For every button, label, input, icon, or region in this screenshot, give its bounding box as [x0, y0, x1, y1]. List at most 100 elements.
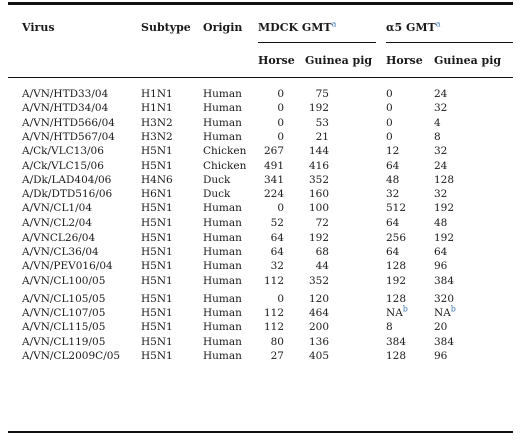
cell-a5-guinea-pig-text: 64	[434, 246, 448, 258]
cell-subtype-text: H5N1	[141, 275, 173, 287]
cell-subtype-text: H1N1	[141, 102, 173, 114]
cell-virus: A/VN/HTD566/04	[22, 116, 115, 130]
cell-a5-guinea-pig-text: 384	[434, 275, 455, 287]
cell-a5-guinea-pig: 96	[434, 259, 447, 273]
cell-a5-horse: 32	[386, 187, 399, 201]
cell-a5-guinea-pig: 8	[434, 130, 441, 144]
cell-origin-text: Human	[203, 232, 242, 244]
cell-subtype: H5N1	[141, 231, 173, 245]
cell-subtype-text: H5N1	[141, 321, 173, 333]
cell-origin-text: Human	[203, 88, 242, 100]
cell-a5-horse-text: 0	[386, 117, 393, 129]
cell-subtype-text: H5N1	[141, 217, 173, 229]
cell-origin: Human	[203, 116, 242, 130]
cell-virus: A/VN/CL2/04	[22, 216, 92, 230]
cell-a5-guinea-pig-text: 192	[434, 202, 455, 214]
cell-a5-horse: 12	[386, 144, 399, 158]
cell-subtype: H5N1	[141, 245, 173, 259]
cell-mdck-guinea-pig-text: 53	[315, 117, 329, 129]
cell-origin-text: Duck	[203, 174, 231, 186]
header-origin: Origin	[203, 21, 243, 34]
cell-a5-guinea-pig-text: 320	[434, 293, 455, 305]
table-row: A/VN/CL107/05 H5N1 Human 112 464 NAb NAb	[0, 304, 522, 320]
cell-mdck-horse: 0	[258, 292, 284, 306]
table-row: A/Dk/LAD404/06 H4N6 Duck 341 352 48 128	[0, 173, 522, 187]
cell-mdck-horse-text: 27	[270, 350, 284, 362]
cell-virus: A/VN/CL2009C/05	[22, 349, 120, 363]
cell-a5-horse-text: 192	[386, 275, 407, 287]
table-row: A/VN/CL105/05 H5N1 Human 0 120 128 320	[0, 292, 522, 306]
cell-origin: Human	[203, 245, 242, 259]
table-row: A/VN/PEV016/04 H5N1 Human 32 44 128 96	[0, 259, 522, 273]
cell-a5-horse: 512	[386, 201, 406, 215]
cell-mdck-horse: 0	[258, 201, 284, 215]
cell-origin: Chicken	[203, 159, 246, 173]
cell-origin-text: Human	[203, 217, 242, 229]
cell-a5-guinea-pig-footnote: b	[450, 304, 456, 314]
cell-virus: A/VN/HTD567/04	[22, 130, 115, 144]
table-row: A/VN/HTD34/04 H1N1 Human 0 192 0 32	[0, 101, 522, 115]
cell-virus: A/VN/CL119/05	[22, 335, 105, 349]
cell-origin-text: Human	[203, 336, 242, 348]
cell-mdck-guinea-pig: 44	[305, 259, 329, 273]
cell-origin-text: Human	[203, 246, 242, 258]
header-a5-horse: Horse	[386, 54, 423, 67]
table-row: A/VN/HTD33/04 H1N1 Human 0 75 0 24	[0, 87, 522, 101]
cell-mdck-horse: 32	[258, 259, 284, 273]
cell-origin: Duck	[203, 173, 230, 187]
cell-mdck-horse-text: 80	[270, 336, 284, 348]
cell-a5-guinea-pig: 192	[434, 231, 454, 245]
cell-mdck-guinea-pig: 160	[305, 187, 329, 201]
cell-virus-text: A/VN/HTD567/04	[22, 131, 115, 143]
cell-a5-guinea-pig-text: 4	[434, 117, 441, 129]
cell-mdck-guinea-pig-text: 72	[315, 217, 329, 229]
cell-mdck-guinea-pig: 53	[305, 116, 329, 130]
cell-virus: A/VN/CL115/05	[22, 320, 105, 334]
cell-mdck-guinea-pig-text: 416	[308, 160, 329, 172]
cell-virus: A/VN/CL36/04	[22, 245, 99, 259]
cell-subtype: H1N1	[141, 87, 173, 101]
cell-mdck-horse-text: 491	[263, 160, 284, 172]
cell-a5-guinea-pig-text: 24	[434, 88, 448, 100]
cell-virus-text: A/VN/HTD33/04	[22, 88, 109, 100]
cell-virus-text: A/VN/PEV016/04	[22, 260, 113, 272]
cell-a5-guinea-pig-text: 32	[434, 145, 448, 157]
cell-mdck-horse: 64	[258, 231, 284, 245]
cell-origin-text: Human	[203, 350, 242, 362]
cell-mdck-horse-text: 0	[277, 88, 284, 100]
cell-a5-horse-text: 64	[386, 246, 400, 258]
cell-a5-horse: 192	[386, 274, 406, 288]
cell-origin-text: Human	[203, 293, 242, 305]
cell-a5-horse-text: 48	[386, 174, 400, 186]
cell-virus: A/Dk/DTD516/06	[22, 187, 112, 201]
cell-mdck-guinea-pig-text: 200	[308, 321, 329, 333]
table-row: A/VN/CL36/04 H5N1 Human 64 68 64 64	[0, 245, 522, 259]
cell-a5-guinea-pig-text: 192	[434, 232, 455, 244]
cell-mdck-horse: 0	[258, 87, 284, 101]
cell-virus-text: A/Ck/VLC15/06	[22, 160, 104, 172]
cell-mdck-guinea-pig-text: 405	[308, 350, 329, 362]
cell-subtype: H5N1	[141, 320, 173, 334]
cell-a5-horse-text: 128	[386, 260, 407, 272]
table-row: A/VN/CL2/04 H5N1 Human 52 72 64 48	[0, 216, 522, 230]
cell-subtype-text: H5N1	[141, 246, 173, 258]
cell-origin: Human	[203, 349, 242, 363]
cell-subtype-text: H3N2	[141, 131, 173, 143]
cell-mdck-horse-text: 52	[270, 217, 284, 229]
cell-a5-horse-text: 32	[386, 188, 400, 200]
table-row: A/VN/HTD567/04 H3N2 Human 0 21 0 8	[0, 130, 522, 144]
cell-mdck-guinea-pig: 136	[305, 335, 329, 349]
cell-a5-horse-text: 12	[386, 145, 400, 157]
cell-a5-guinea-pig-text: 96	[434, 350, 448, 362]
cell-mdck-horse-text: 64	[270, 232, 284, 244]
cell-mdck-guinea-pig-text: 68	[315, 246, 329, 258]
cell-mdck-guinea-pig-text: 120	[308, 293, 329, 305]
cell-mdck-horse-text: 32	[270, 260, 284, 272]
cell-a5-guinea-pig-text: 48	[434, 217, 448, 229]
cell-origin-text: Human	[203, 202, 242, 214]
cell-a5-horse-text: 0	[386, 102, 393, 114]
cell-a5-horse: 0	[386, 116, 393, 130]
cell-origin-text: Human	[203, 102, 242, 114]
cell-origin-text: Human	[203, 131, 242, 143]
